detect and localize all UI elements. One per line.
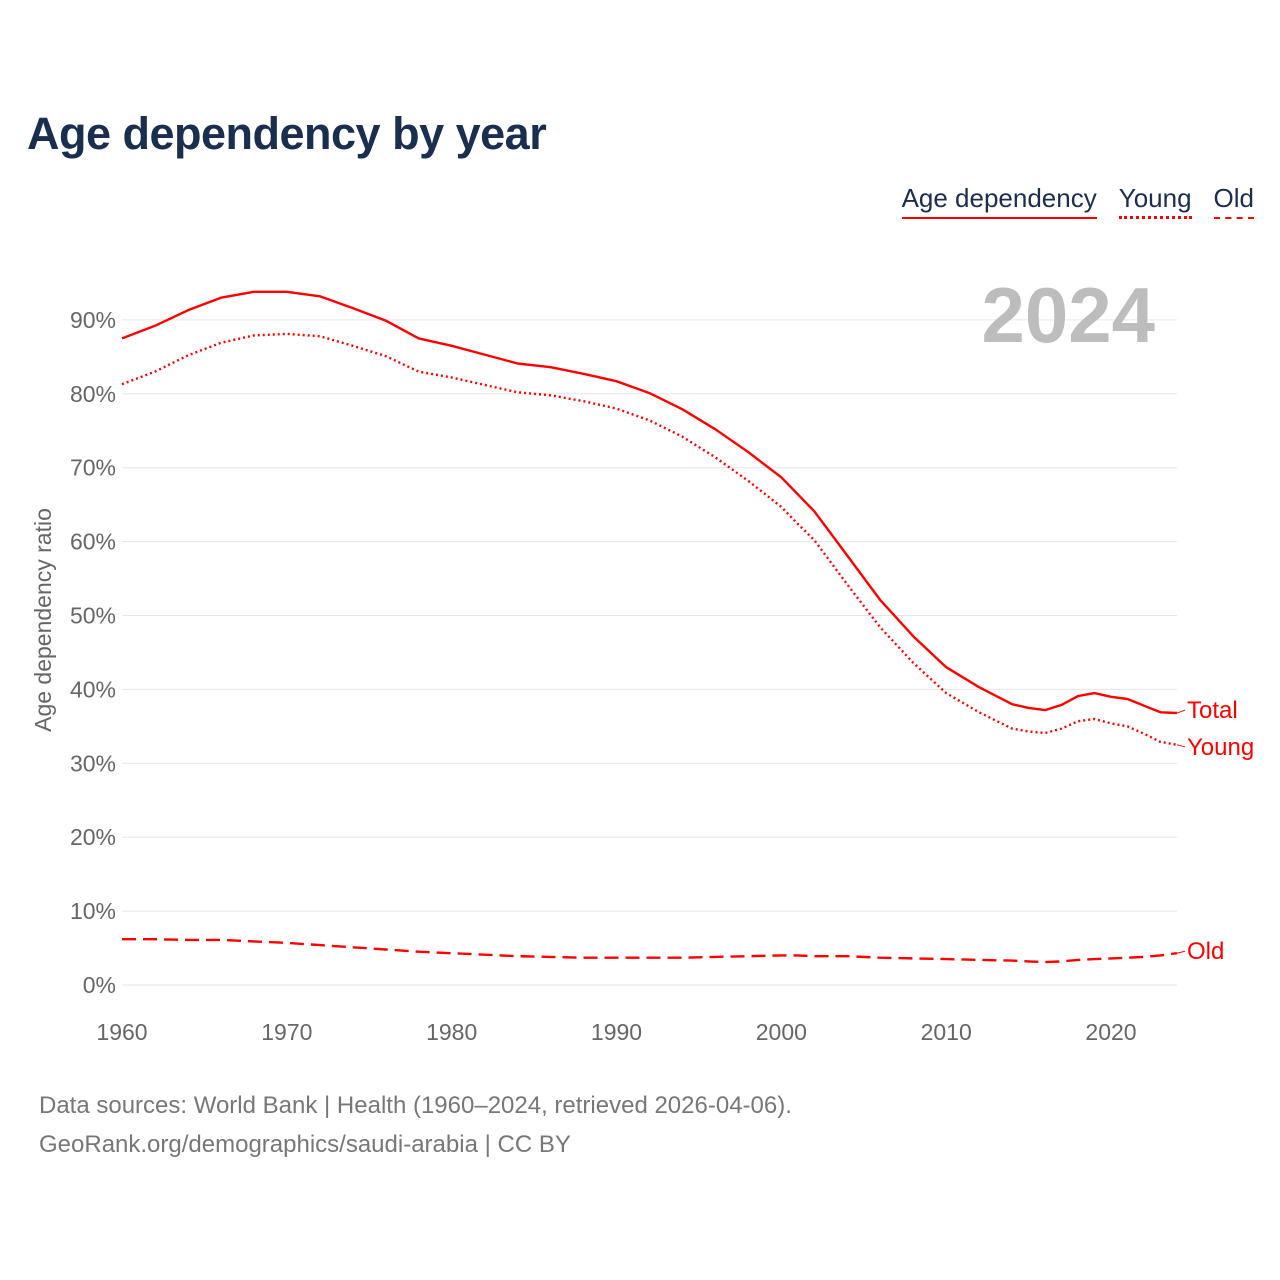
end-label-old: Old bbox=[1187, 938, 1224, 965]
legend-item-old[interactable]: Old bbox=[1213, 183, 1254, 219]
y-tick-label: 70% bbox=[70, 455, 116, 481]
y-tick-label: 60% bbox=[70, 529, 116, 555]
source-link[interactable]: GeoRank.org/demographics/saudi-arabia | … bbox=[39, 1131, 571, 1158]
y-tick-label: 40% bbox=[70, 676, 116, 702]
y-tick-label: 80% bbox=[70, 381, 116, 407]
x-tick-label: 1980 bbox=[426, 1019, 477, 1045]
y-tick-label: 50% bbox=[70, 603, 116, 629]
y-tick-label: 90% bbox=[70, 307, 116, 333]
x-tick-label: 1990 bbox=[591, 1019, 642, 1045]
data-sources: Data sources: World Bank | Health (1960–… bbox=[39, 1092, 792, 1119]
legend-item-young[interactable]: Young bbox=[1118, 183, 1192, 219]
footer: Data sources: World Bank | Health (1960–… bbox=[39, 1086, 792, 1164]
x-tick-label: 2010 bbox=[921, 1019, 972, 1045]
legend: Age dependency Young Old bbox=[901, 183, 1254, 219]
x-tick-label: 2020 bbox=[1085, 1019, 1136, 1045]
end-label-young: Young bbox=[1187, 734, 1254, 761]
line-chart: 0% 10% 20% 30% 40% 50% 60% 70% 80% 90% 1960 1970 198… bbox=[30, 271, 1254, 1045]
x-tick-label: 1960 bbox=[96, 1019, 147, 1045]
series-line-old bbox=[122, 938, 1178, 964]
y-axis-label: Age dependency ratio bbox=[30, 508, 56, 732]
year-watermark: 2024 bbox=[981, 271, 1155, 359]
x-tick-label: 2000 bbox=[756, 1019, 807, 1045]
y-tick-label: 20% bbox=[70, 824, 116, 850]
legend-item-age-dependency[interactable]: Age dependency bbox=[901, 183, 1097, 219]
end-label-connector bbox=[1176, 744, 1186, 748]
x-tick-label: 1970 bbox=[261, 1019, 312, 1045]
end-label-total: Total bbox=[1187, 697, 1238, 724]
y-tick-label: 30% bbox=[70, 750, 116, 776]
y-tick-label: 10% bbox=[70, 898, 116, 924]
series-line-total bbox=[121, 290, 1177, 715]
end-label-connector bbox=[1176, 950, 1186, 954]
y-tick-label: 0% bbox=[83, 972, 116, 998]
chart-title: Age dependency by year bbox=[27, 108, 547, 159]
series-line-young bbox=[121, 332, 1178, 746]
end-label-connector bbox=[1176, 709, 1186, 714]
